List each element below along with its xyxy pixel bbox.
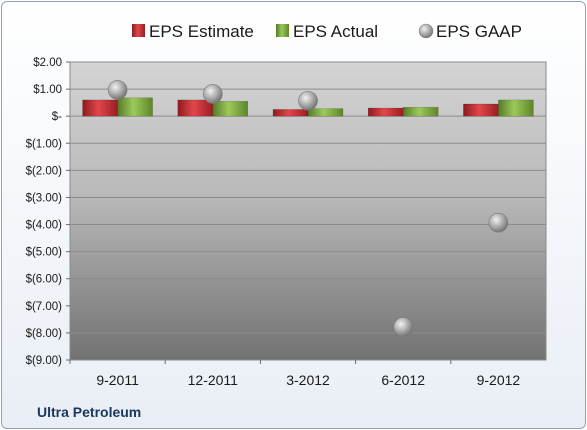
eps-estimate-bar — [272, 109, 309, 117]
x-axis: 9-2011 12-2011 3-2012 6-2012 9-2012 — [69, 360, 521, 388]
eps-estimate-bar — [82, 99, 118, 117]
eps-gaap-marker — [107, 80, 128, 100]
y-tick-label: $(4.00) — [26, 220, 63, 232]
legend-label-eps-actual: EPS Actual — [293, 22, 378, 41]
y-tick-label: $1.00 — [33, 84, 62, 96]
eps-gaap-marker — [298, 90, 318, 111]
y-tick-label: $2.00 — [33, 57, 62, 69]
company-name: Ultra Petroleum — [37, 404, 142, 420]
x-tick-label: 3-2012 — [286, 372, 330, 388]
y-tick-label: $(8.00) — [26, 328, 63, 340]
eps-actual-bar — [212, 101, 249, 117]
data-marks — [82, 80, 534, 337]
y-tick-label: $(7.00) — [26, 301, 63, 313]
x-tick-label: 9-2011 — [96, 372, 139, 388]
y-tick-label: $(3.00) — [26, 192, 63, 204]
eps-estimate-bar — [177, 99, 214, 117]
legend-label-eps-gaap: EPS GAAP — [436, 22, 522, 41]
eps-estimate-bar — [367, 107, 404, 117]
y-tick-label: $(1.00) — [26, 138, 63, 150]
y-tick-label: $(5.00) — [26, 247, 63, 259]
legend-swatch-eps-gaap — [418, 23, 434, 39]
eps-actual-bar — [307, 108, 344, 117]
eps-actual-bar — [498, 99, 534, 117]
gridlines — [70, 61, 546, 361]
chart-legend: EPS Estimate EPS Actual EPS GAAP — [132, 22, 522, 41]
eps-estimate-bar — [463, 103, 499, 117]
y-tick-label: $(9.00) — [26, 355, 63, 367]
legend-label-eps-estimate: EPS Estimate — [149, 22, 254, 41]
x-tick-label: 9-2012 — [477, 372, 521, 388]
eps-gaap-marker — [203, 84, 223, 104]
eps-gaap-marker — [393, 317, 414, 337]
legend-swatch-eps-estimate — [132, 24, 145, 37]
y-axis: $2.00 $1.00 $- $(1.00) $(2.00) $(3.00) $(4.00)… — [26, 57, 70, 367]
x-tick-label: 6-2012 — [381, 372, 425, 388]
y-tick-label: $(2.00) — [26, 165, 63, 177]
x-tick-label: 12-2011 — [188, 372, 239, 388]
eps-actual-bar — [402, 106, 439, 117]
y-tick-label: $(6.00) — [26, 274, 63, 286]
eps-gaap-marker — [488, 212, 509, 233]
legend-swatch-eps-actual — [276, 24, 289, 37]
y-tick-label: $- — [52, 111, 62, 123]
eps-actual-bar — [117, 97, 153, 117]
